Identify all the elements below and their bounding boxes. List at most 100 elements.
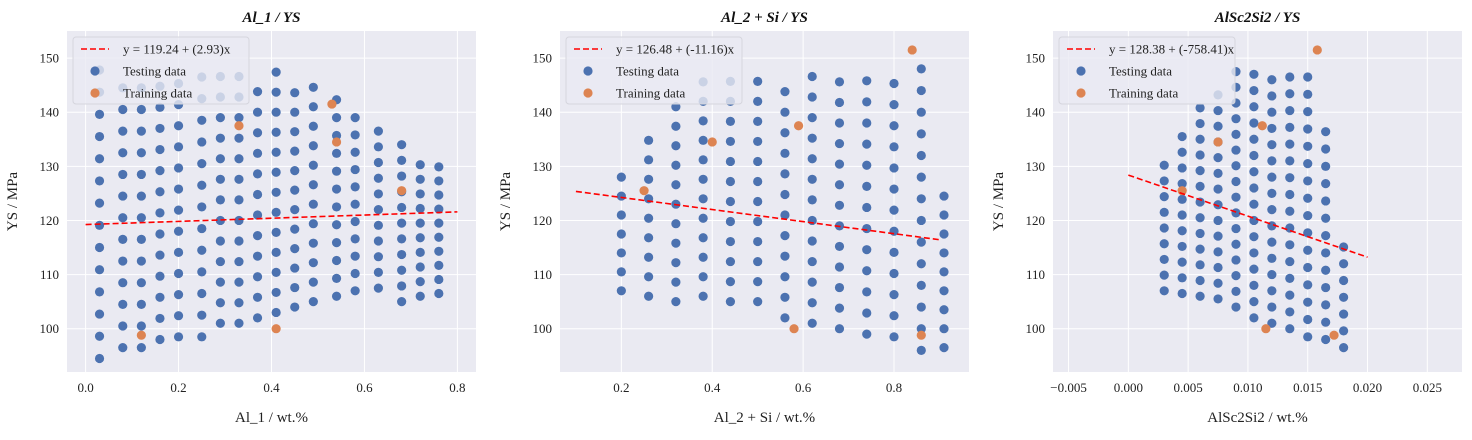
- training-data-point: [234, 121, 244, 131]
- testing-data-point: [1159, 207, 1169, 217]
- testing-data-point: [1249, 199, 1259, 209]
- testing-data-point: [807, 113, 817, 123]
- testing-data-point: [415, 203, 425, 214]
- testing-data-point: [136, 343, 146, 353]
- testing-data-point: [252, 251, 263, 261]
- testing-data-point: [889, 247, 899, 257]
- testing-data-point: [271, 87, 281, 97]
- testing-data-point: [350, 268, 360, 279]
- testing-data-point: [118, 321, 128, 331]
- testing-data-point: [1249, 264, 1259, 274]
- testing-data-point: [350, 251, 360, 261]
- testing-data-point: [939, 210, 949, 220]
- x-tick-label: 0.8: [886, 380, 902, 395]
- chart-panel-2: 0.2 0.4 0.6 0.8 100 110 120 130 140 150 Al_2 + Si …: [498, 10, 969, 426]
- testing-data-point: [252, 128, 263, 138]
- testing-data-point: [616, 210, 626, 220]
- testing-data-point: [118, 148, 128, 158]
- testing-data-point: [155, 229, 165, 239]
- x-tick-label: 0.0: [77, 380, 93, 395]
- testing-data-point: [197, 288, 207, 299]
- testing-data-point: [753, 116, 763, 126]
- testing-data-point: [155, 144, 165, 155]
- testing-data-point: [1159, 254, 1169, 265]
- testing-data-point: [671, 160, 681, 170]
- testing-data-point: [1231, 129, 1241, 139]
- x-tick-label: 0.025: [1413, 380, 1442, 395]
- testing-data-point: [415, 218, 425, 228]
- testing-data-point: [1303, 280, 1313, 290]
- testing-data-point: [118, 234, 128, 244]
- testing-data-point: [1303, 314, 1313, 325]
- testing-data-point: [1267, 123, 1277, 134]
- legend-testing-marker: [90, 66, 100, 76]
- legend-box: [565, 36, 743, 105]
- testing-data-point: [373, 236, 383, 246]
- training-data-point: [1329, 330, 1339, 340]
- chart-title: Al_1 / YS: [241, 10, 300, 26]
- testing-data-point: [215, 195, 225, 205]
- testing-data-point: [889, 311, 899, 321]
- testing-data-point: [1177, 163, 1187, 173]
- testing-data-point: [698, 272, 708, 282]
- testing-data-point: [725, 277, 736, 287]
- testing-data-point: [1321, 231, 1331, 241]
- testing-data-point: [916, 194, 926, 204]
- testing-data-point: [780, 292, 790, 302]
- y-tick-label: 140: [40, 105, 60, 120]
- testing-data-point: [234, 277, 244, 287]
- testing-data-point: [1195, 134, 1205, 144]
- testing-data-point: [434, 274, 444, 285]
- testing-data-point: [1303, 193, 1313, 203]
- x-tick-label: 0.6: [356, 380, 373, 395]
- testing-data-point: [939, 286, 949, 296]
- x-tick-label: 0.010: [1233, 380, 1262, 395]
- testing-data-point: [1213, 278, 1223, 288]
- testing-data-point: [616, 191, 626, 201]
- testing-data-point: [671, 121, 681, 131]
- testing-data-point: [889, 100, 899, 110]
- legend-training-marker: [583, 88, 593, 98]
- testing-data-point: [155, 271, 165, 281]
- testing-data-point: [1213, 105, 1223, 116]
- testing-data-point: [1249, 248, 1259, 258]
- testing-data-point: [889, 205, 899, 215]
- testing-data-point: [939, 191, 949, 201]
- legend-box: [72, 36, 250, 105]
- testing-data-point: [434, 162, 444, 172]
- testing-data-point: [862, 139, 872, 149]
- testing-data-point: [197, 202, 207, 212]
- testing-data-point: [1249, 69, 1259, 79]
- testing-data-point: [290, 243, 300, 254]
- testing-data-point: [939, 305, 949, 315]
- testing-data-point: [725, 256, 736, 267]
- testing-data-point: [397, 218, 407, 228]
- testing-data-point: [118, 256, 128, 266]
- testing-data-point: [173, 289, 184, 300]
- testing-data-point: [155, 123, 165, 134]
- testing-data-point: [331, 202, 342, 212]
- testing-data-point: [234, 236, 244, 246]
- testing-data-point: [215, 256, 225, 267]
- testing-data-point: [1267, 91, 1277, 101]
- testing-data-point: [753, 216, 763, 227]
- testing-data-point: [1213, 121, 1223, 131]
- testing-data-point: [331, 291, 342, 301]
- testing-data-point: [698, 155, 708, 165]
- testing-data-point: [1249, 134, 1259, 144]
- testing-data-point: [807, 256, 817, 267]
- testing-data-point: [155, 208, 165, 218]
- testing-data-point: [916, 85, 926, 96]
- testing-data-point: [862, 329, 872, 339]
- x-tick-label: 0.8: [449, 380, 465, 395]
- testing-data-point: [1249, 167, 1259, 177]
- testing-data-point: [373, 126, 383, 136]
- testing-data-point: [415, 277, 425, 287]
- training-data-point: [327, 99, 337, 109]
- testing-data-point: [862, 308, 872, 318]
- testing-data-point: [1285, 139, 1295, 149]
- y-tick-label: 100: [40, 321, 60, 336]
- y-tick-label: 110: [40, 267, 59, 282]
- testing-data-point: [271, 67, 281, 77]
- testing-data-point: [1267, 75, 1277, 85]
